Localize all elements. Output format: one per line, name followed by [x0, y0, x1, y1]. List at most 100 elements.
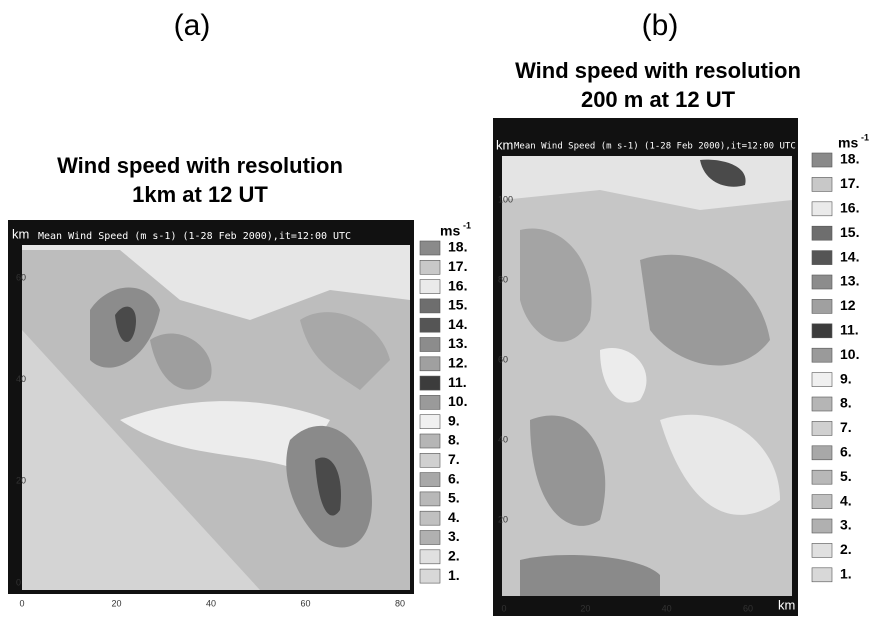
legend-swatch	[419, 298, 441, 314]
legend-label: 14.	[448, 316, 467, 332]
legend-label: 11.	[840, 322, 859, 338]
legend-label: 10.	[448, 393, 467, 409]
legend-swatch	[811, 396, 833, 412]
legend-swatch	[419, 240, 441, 256]
legend-swatch	[419, 568, 441, 584]
legend-label: 16.	[448, 277, 467, 293]
legend-label: 13.	[840, 273, 859, 289]
legend-swatch	[811, 518, 833, 534]
panel-subtitle: 1km at 12 UT	[132, 182, 268, 207]
legend-label: 17.	[448, 258, 467, 274]
legend-unit: ms	[440, 223, 460, 239]
legend-swatch	[811, 177, 833, 192]
map	[22, 245, 410, 590]
map-header: Mean Wind Speed (m s-1) (1-28 Feb 2000),…	[514, 142, 796, 152]
legend-swatch	[811, 469, 833, 485]
legend-swatch	[419, 356, 441, 372]
legend-swatch	[811, 421, 833, 436]
map	[502, 156, 792, 596]
legend-label: 4.	[448, 509, 460, 525]
legend-label: 15.	[840, 224, 859, 240]
legend-label: 16.	[840, 200, 859, 216]
axis-unit: km	[778, 597, 795, 612]
legend-swatch	[811, 299, 833, 314]
legend-unit-sup: -1	[861, 132, 869, 142]
legend-swatch	[419, 337, 441, 352]
panel-subtitle: 200 m at 12 UT	[581, 87, 736, 112]
legend-swatch	[419, 317, 441, 333]
x-tick-label: 20	[111, 598, 121, 608]
legend-swatch	[811, 372, 833, 387]
legend-swatch	[419, 530, 441, 545]
legend-swatch	[419, 259, 441, 275]
legend-label: 8.	[448, 432, 460, 448]
legend-swatch	[811, 567, 833, 583]
legend-label: 18.	[840, 151, 859, 167]
legend-label: 7.	[448, 451, 460, 467]
legend-label: 13.	[448, 335, 467, 351]
legend-label: 5.	[840, 468, 852, 484]
legend-swatch	[811, 274, 833, 290]
legend-swatch	[419, 472, 441, 487]
legend-swatch	[811, 201, 833, 217]
panel-label: (b)	[642, 9, 679, 42]
map-header: Mean Wind Speed (m s-1) (1-28 Feb 2000),…	[38, 231, 351, 242]
legend-label: 1.	[448, 567, 460, 583]
legend-swatch	[419, 279, 441, 294]
x-tick-label: 60	[743, 603, 753, 613]
panel-label: (a)	[174, 9, 211, 42]
x-tick-label: 80	[395, 598, 405, 608]
legend-swatch	[811, 152, 833, 168]
axis-unit: km	[496, 137, 513, 152]
legend-label: 12	[840, 297, 856, 313]
y-tick-label: 20	[16, 476, 26, 486]
y-tick-label: 60	[498, 354, 508, 364]
legend-swatch	[419, 395, 441, 410]
legend-swatch	[419, 375, 441, 391]
legend-label: 4.	[840, 492, 852, 508]
legend-swatch	[419, 414, 441, 430]
x-tick-label: 0	[19, 598, 24, 608]
x-tick-label: 40	[206, 598, 216, 608]
y-tick-label: 40	[498, 434, 508, 444]
legend-label: 11.	[448, 374, 467, 390]
legend-swatch	[419, 433, 441, 449]
y-tick-label: 60	[16, 272, 26, 282]
legend-swatch	[419, 549, 441, 565]
legend-swatch	[811, 543, 833, 558]
legend-label: 1.	[840, 566, 852, 582]
legend-unit-sup: -1	[463, 220, 471, 230]
legend-label: 5.	[448, 490, 460, 506]
legend-label: 3.	[840, 517, 852, 533]
y-tick-label: 0	[16, 577, 21, 587]
legend-unit: ms	[838, 135, 858, 151]
axis-unit: km	[12, 226, 29, 241]
x-tick-label: 40	[662, 603, 672, 613]
legend-label: 14.	[840, 248, 859, 264]
legend-label: 18.	[448, 239, 467, 255]
legend-swatch	[811, 225, 833, 241]
legend-label: 2.	[448, 548, 460, 564]
legend-swatch	[419, 510, 441, 526]
legend-swatch	[419, 491, 441, 507]
legend-swatch	[811, 494, 833, 509]
y-tick-label: 20	[498, 514, 508, 524]
legend-swatch	[811, 250, 833, 265]
legend-swatch	[811, 323, 833, 339]
y-tick-label: 80	[498, 274, 508, 284]
legend-swatch	[419, 452, 441, 468]
legend-label: 10.	[840, 346, 859, 362]
legend-label: 12.	[448, 355, 467, 371]
legend-label: 2.	[840, 541, 852, 557]
legend-label: 3.	[448, 528, 460, 544]
legend-label: 6.	[840, 444, 852, 460]
legend-swatch	[811, 445, 833, 461]
y-tick-label: 40	[16, 374, 26, 384]
legend-label: 9.	[840, 370, 852, 386]
legend-label: 7.	[840, 419, 852, 435]
x-tick-label: 60	[300, 598, 310, 608]
panel-title: Wind speed with resolution	[57, 153, 343, 178]
legend-swatch	[811, 347, 833, 363]
legend-label: 9.	[448, 412, 460, 428]
